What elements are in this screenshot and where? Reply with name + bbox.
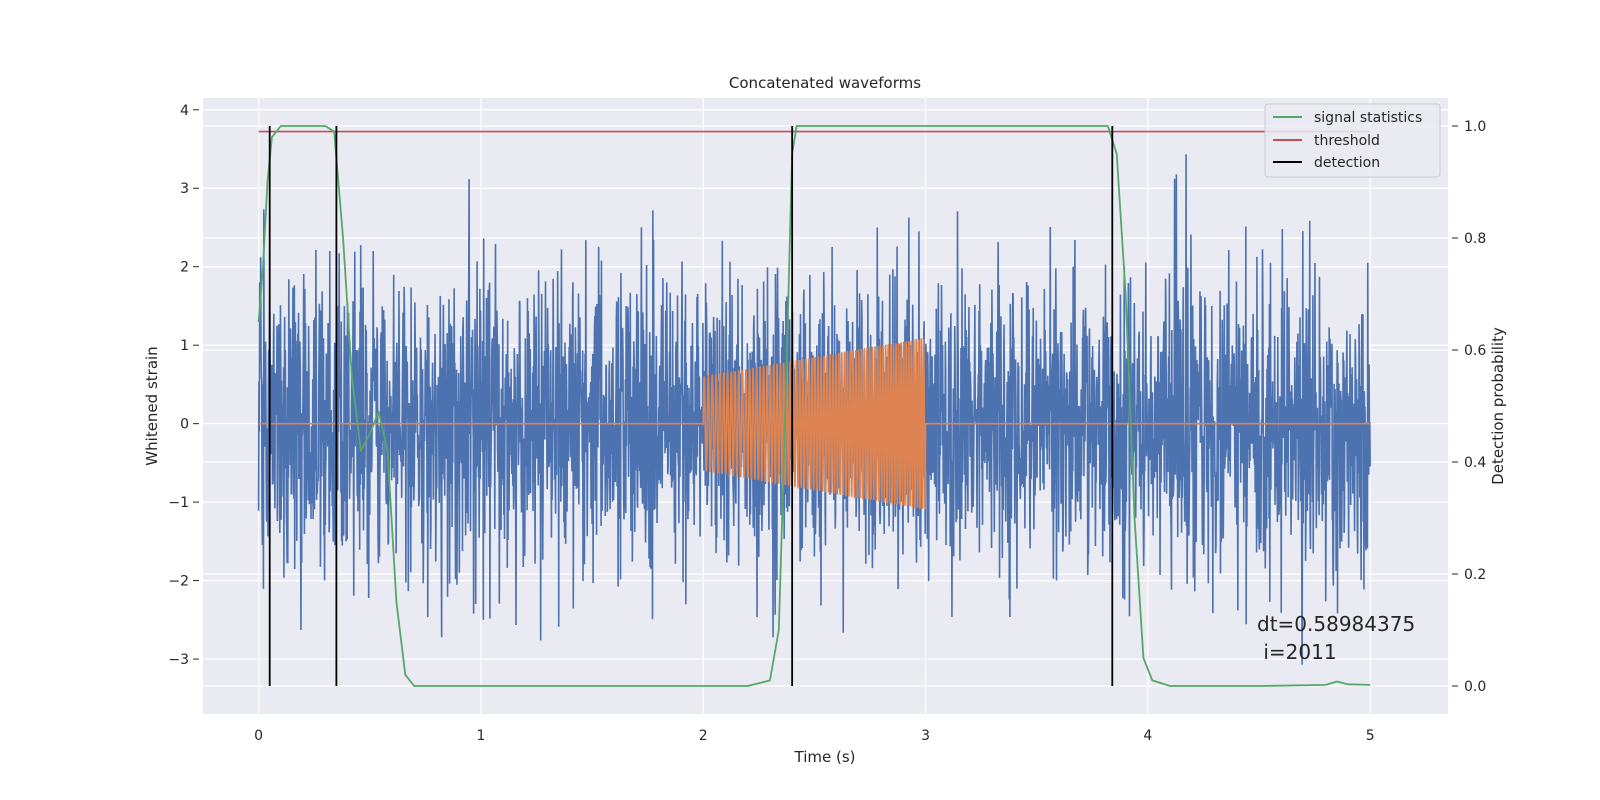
y2-tick-label: 0.0 <box>1464 679 1486 695</box>
legend-label-signal-statistics: signal statistics <box>1314 110 1422 126</box>
y2-axis-label: Detection probability <box>1489 327 1507 485</box>
y-tick-label: −3 <box>168 652 189 668</box>
y-tick-label: 0 <box>180 417 189 433</box>
x-tick-label: 4 <box>1143 728 1152 744</box>
plot-area <box>257 125 1371 687</box>
legend-box <box>1264 103 1441 178</box>
y-tick-label: 3 <box>180 181 189 197</box>
y2-tick-label: 0.4 <box>1464 455 1486 471</box>
annotation-dt: dt=0.58984375 <box>1257 612 1415 636</box>
legend-label-detection: detection <box>1314 155 1380 171</box>
y-axis-label: Whitened strain <box>143 346 161 465</box>
x-axis-label: Time (s) <box>794 748 856 766</box>
x-tick-label: 3 <box>921 728 930 744</box>
legend: signal statistics threshold detection <box>1264 103 1441 178</box>
annotation-index: i=2011 <box>1257 640 1337 664</box>
y2-tick-label: 0.2 <box>1464 567 1486 583</box>
y-tick-label: 4 <box>180 103 189 119</box>
y-tick-label: −2 <box>168 574 189 590</box>
y2-tick-label: 1.0 <box>1464 119 1486 135</box>
legend-label-threshold: threshold <box>1314 133 1380 149</box>
x-tick-label: 0 <box>254 728 263 744</box>
y-tick-label: 2 <box>180 260 189 276</box>
y-tick-label: −1 <box>168 495 189 511</box>
y2-tick-label: 0.6 <box>1464 343 1486 359</box>
x-tick-label: 1 <box>476 728 485 744</box>
x-tick-label: 2 <box>699 728 708 744</box>
waveform-line <box>258 338 1371 510</box>
x-tick-label: 5 <box>1366 728 1375 744</box>
axes: 0 1 2 3 4 5 −3 −2 −1 0 1 2 3 4 0.0 0.2 0.4 0.6 0.8 1.0 <box>168 103 1486 744</box>
y-tick-label: 1 <box>180 338 189 354</box>
y2-tick-label: 0.8 <box>1464 231 1486 247</box>
strain-line <box>257 154 1371 665</box>
chart-title: Concatenated waveforms <box>729 74 921 92</box>
signal-statistics-line <box>257 125 1371 687</box>
